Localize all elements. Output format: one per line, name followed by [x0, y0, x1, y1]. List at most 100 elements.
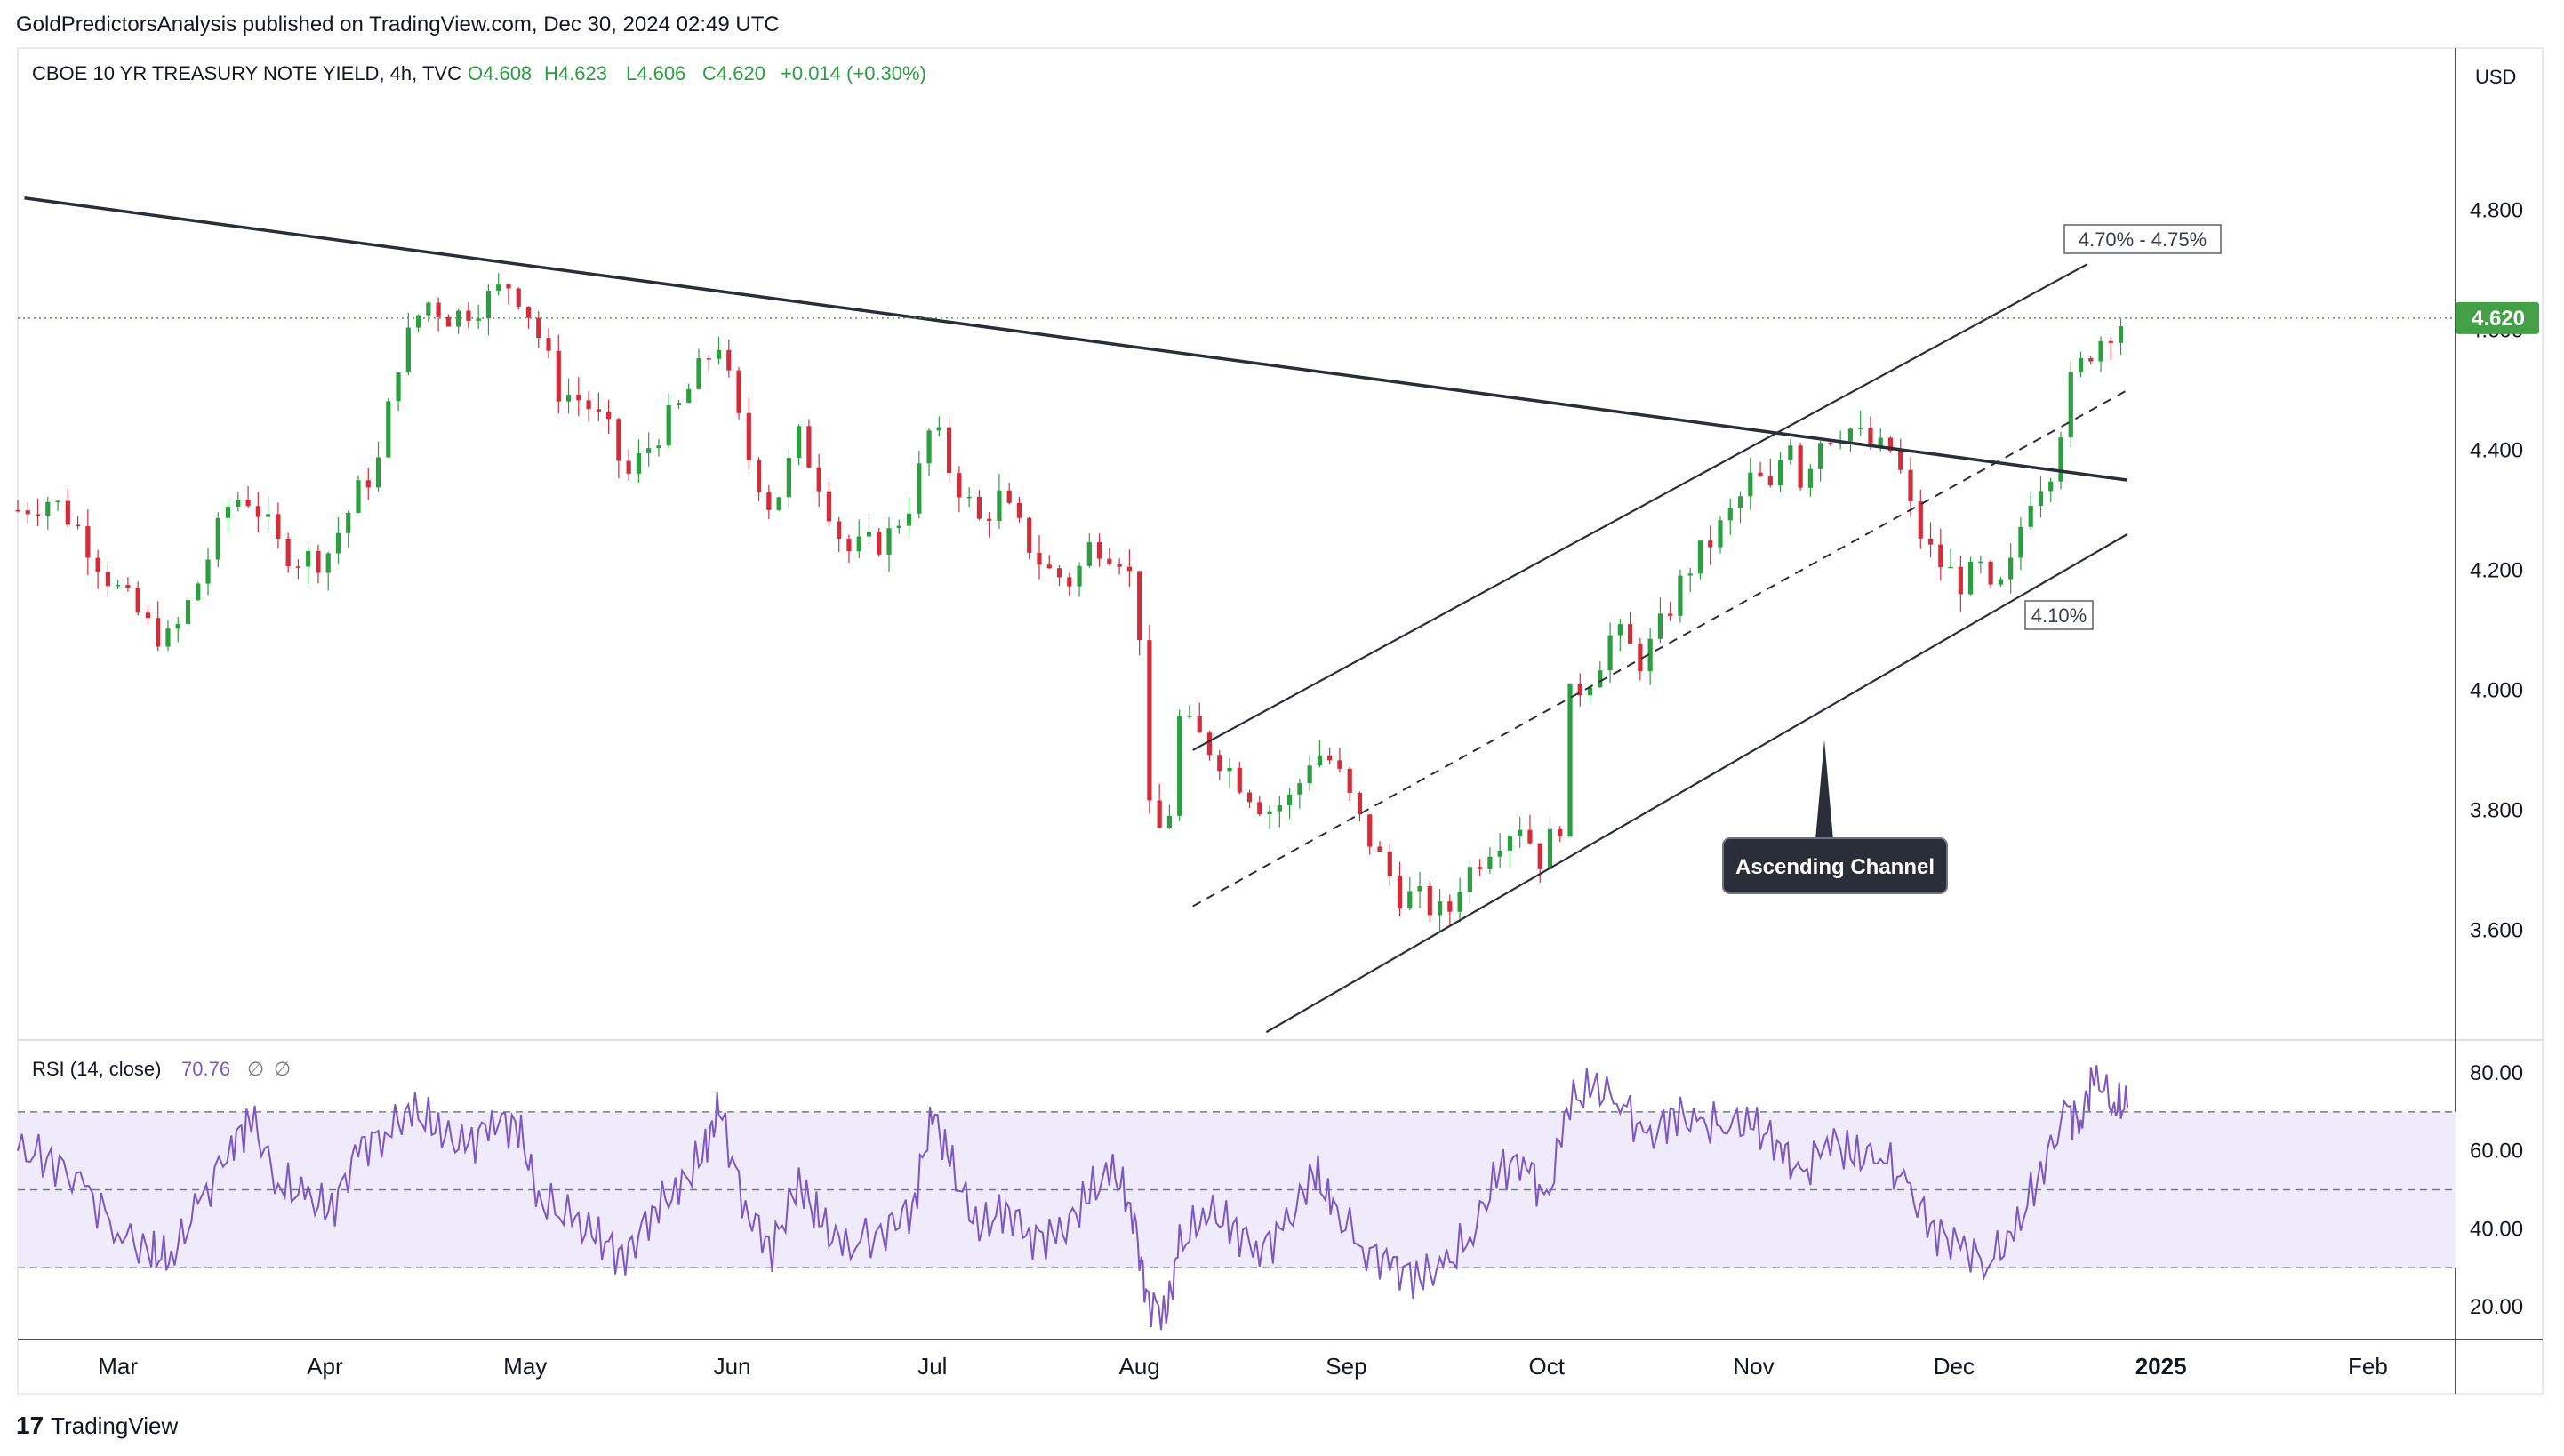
time-tick: Mar [98, 1353, 138, 1380]
rsi-line [17, 1065, 2129, 1331]
candle-body [1347, 768, 1352, 793]
candle-body [726, 349, 732, 371]
candle-body [1137, 571, 1142, 641]
candle-body [125, 585, 131, 588]
candle-body [586, 400, 591, 410]
candle-body [1206, 732, 1213, 756]
callout-box [1722, 837, 1948, 894]
ohlc-low: L4.606 [626, 62, 685, 84]
candle-body [856, 536, 861, 552]
candle-body [1467, 867, 1472, 892]
candle-body [1968, 561, 1974, 595]
candle-body [175, 624, 180, 629]
ohlc-close: C4.620 [702, 62, 765, 84]
candle-body [1918, 501, 1923, 539]
candle-body [766, 492, 772, 510]
candle-body [496, 284, 501, 291]
target-label[interactable]: 4.70% - 4.75% [2063, 224, 2222, 254]
candle-body [686, 388, 692, 404]
trendline [1265, 532, 2128, 1034]
candle-body [1237, 767, 1242, 793]
last-price-badge [2456, 301, 2539, 334]
candle-body [1737, 496, 1743, 509]
candle-body [1407, 891, 1413, 909]
candle-body [1096, 542, 1102, 559]
candle-body [325, 553, 331, 573]
candle-body [565, 394, 572, 402]
candle-body [1267, 811, 1272, 815]
candle-body [1497, 850, 1502, 857]
candle-body [1697, 540, 1703, 574]
candle-body [476, 318, 481, 321]
time-axis[interactable]: Mar Apr May Jun Jul Aug Sep Oct Nov Dec … [98, 1353, 2388, 1380]
ascending-channel-callout[interactable]: Ascending Channel [1722, 740, 1948, 894]
candle-body [596, 409, 601, 412]
candle-body [756, 460, 762, 493]
candle-body [365, 480, 371, 488]
candle-body [266, 514, 271, 517]
time-tick: Oct [1529, 1353, 1566, 1380]
candle-body [1357, 792, 1363, 815]
candle-body [896, 525, 901, 529]
candle-body [185, 600, 191, 625]
currency-label[interactable]: USD [2475, 66, 2516, 88]
candle-body [706, 358, 711, 360]
ohlc-open: O4.608 [468, 62, 532, 84]
candle-body [786, 458, 791, 498]
candle-body [1537, 843, 1542, 869]
support-label[interactable]: 4.10% [2024, 600, 2094, 630]
candle-body [1518, 829, 1523, 837]
candle-body [2098, 340, 2103, 362]
candle-body [666, 405, 671, 446]
target-label-text: 4.70% - 4.75% [2079, 228, 2207, 251]
candle-body [806, 426, 812, 468]
candle-body [245, 500, 251, 507]
publisher-line: GoldPredictorsAnalysis published on Trad… [16, 12, 780, 36]
candle-body [335, 532, 341, 554]
time-tick: 2025 [2135, 1353, 2187, 1380]
candle-body [1868, 428, 1873, 447]
candle-body [1277, 805, 1282, 812]
candle-body [917, 463, 922, 514]
rsi-tick: 20.00 [2470, 1295, 2523, 1319]
candle-body [506, 284, 511, 289]
candle-body [1147, 640, 1152, 801]
candle-body [797, 426, 802, 459]
tradingview-logo-text: TradingView [51, 1412, 179, 1439]
candle-body [135, 587, 140, 613]
tradingview-logo[interactable]: 17 TradingView [16, 1412, 178, 1440]
candle-body [215, 517, 220, 560]
last-price-marker: 4.620 [18, 301, 2539, 334]
candle-body [997, 490, 1002, 521]
candle-body [716, 349, 722, 359]
candle-body [736, 370, 741, 413]
candle-body [556, 350, 561, 402]
candle-body [2038, 491, 2044, 506]
candle-body [415, 315, 421, 328]
candle-body [485, 290, 492, 319]
candle-body [1638, 644, 1643, 672]
candle-body [1818, 443, 1823, 469]
candle-body [276, 514, 281, 540]
candle-body [1558, 828, 1563, 837]
rsi-axis[interactable]: 80.00 60.00 40.00 20.00 [2470, 1061, 2523, 1319]
candle-body [1587, 687, 1593, 696]
candle-body [1678, 575, 1683, 616]
candle-body [746, 412, 751, 460]
candle-body [1457, 892, 1462, 912]
candle-body [1437, 901, 1443, 916]
candle-body [1687, 573, 1693, 576]
candle-body [606, 411, 612, 420]
candle-body [826, 491, 832, 522]
candle-body [1777, 460, 1783, 486]
candle-body [1217, 755, 1222, 772]
candle-body [346, 512, 351, 533]
candle-body [525, 306, 532, 318]
time-tick: Dec [1934, 1353, 1975, 1380]
candle-body [306, 550, 311, 567]
candle-body [1046, 564, 1052, 569]
candle-body [676, 403, 682, 406]
candle-body [1958, 566, 1963, 595]
candle-body [1337, 760, 1342, 769]
candle-body [1527, 829, 1533, 844]
